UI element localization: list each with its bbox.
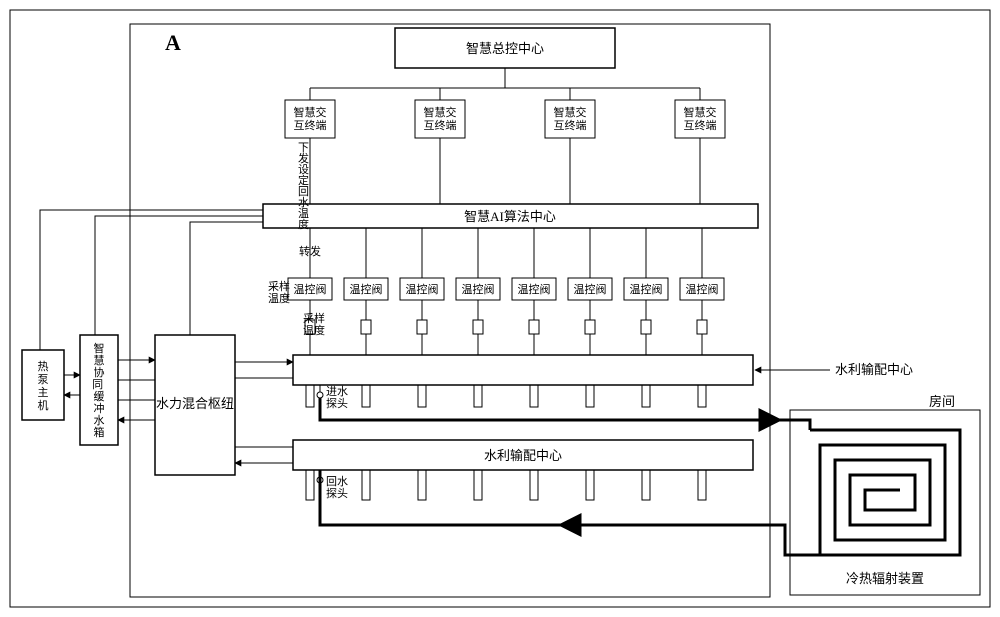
ai-center-label: 智慧AI算法中心 [464,209,556,224]
terminal-label: 智慧交互终端 [684,105,717,132]
room-label: 房间 [929,394,955,409]
temp-valve-label: 温控阀 [574,282,607,296]
buffer-tank-label: 智慧协同 缓冲水箱 [92,341,106,439]
terminal-label: 智慧交互终端 [424,105,457,132]
temp-valve-label: 温控阀 [518,282,551,296]
temp-valve-label: 温控阀 [406,282,439,296]
temp-valve-label: 温控阀 [294,282,327,296]
system-diagram: A 智慧总控中心 智慧交互终端 智慧交互终端 智慧交互终端 智慧交互终端 [0,0,1000,617]
temp-valve-label: 温控阀 [686,282,719,296]
supply-pipe [320,398,810,430]
mixing-hub-label: 水力混合枢纽 [156,396,234,411]
sample-temp-label-2: 采样温度 [303,311,325,337]
region-a-label: A [165,30,181,55]
temp-valve-label: 温控阀 [462,282,495,296]
radiant-coil [810,430,960,555]
page-border [10,10,990,607]
heat-pump-label: 热泵主机 [38,360,49,412]
valves-group: 温控阀 温控阀 温控阀 温控阀 温控阀 温控阀 温控阀 温控阀 [288,228,724,355]
dist-label-right: 水利输配中心 [835,362,913,377]
return-probe-label: 回水探头 [326,475,348,500]
sample-temp-label-1: 采样温度 [268,279,290,305]
temp-valve-label: 温控阀 [630,282,663,296]
terminal-label: 智慧交互终端 [294,105,327,132]
temp-valve-label: 温控阀 [350,282,383,296]
control-center-label: 智慧总控中心 [466,41,544,56]
terminal-label: 智慧交互终端 [554,105,587,132]
supply-manifold [293,355,753,385]
terminal-group: 智慧交互终端 智慧交互终端 智慧交互终端 智慧交互终端 [285,88,725,138]
inlet-probe-label: 进水探头 [326,385,348,410]
radiant-label: 冷热辐射装置 [846,571,924,586]
return-manifold-label: 水利输配中心 [484,448,562,463]
return-pipe-main [320,483,820,555]
